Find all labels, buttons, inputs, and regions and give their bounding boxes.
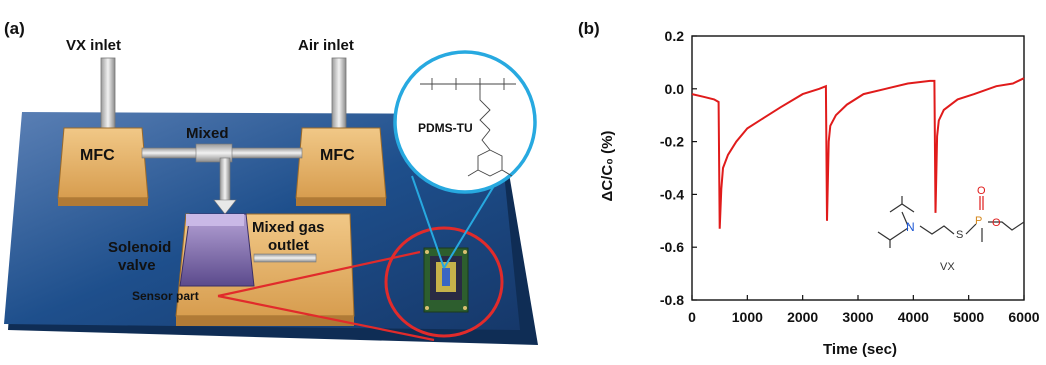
mixed-gas-outlet-label-line1: Mixed gas — [252, 219, 325, 236]
mfc-left-label: MFC — [80, 147, 115, 164]
air-inlet-label: Air inlet — [298, 37, 354, 54]
x-tick-label: 3000 — [842, 309, 873, 325]
y-tick-label: -0.2 — [660, 134, 684, 150]
y-axis-ticks: 0.2 0.0 -0.2 -0.4 -0.6 -0.8 — [660, 28, 697, 308]
mixing-pipe-vertical — [219, 157, 231, 205]
mfc-right-box — [295, 127, 387, 206]
vx-inlet-pipe — [100, 57, 116, 129]
pdms-tu-structure-drawing — [420, 78, 516, 177]
flow-arrow — [213, 199, 237, 215]
solenoid-label-line2: valve — [118, 257, 156, 274]
x-tick-label: 4000 — [898, 309, 929, 325]
y-tick-label: -0.6 — [660, 239, 684, 255]
vx-molecule-structure — [877, 196, 1025, 248]
sensor-chip — [423, 247, 469, 313]
mixed-gas-outlet-label-line2: outlet — [268, 237, 309, 254]
vx-s-atom: S — [956, 229, 963, 241]
sensor-pointer-line-lower — [217, 294, 435, 342]
y-tick-label: -0.4 — [660, 186, 684, 202]
x-axis-title: Time (sec) — [823, 341, 897, 358]
panel-a-schematic: (a) VX inlet Air inlet MFC MFC Mixed Mix… — [4, 19, 538, 345]
x-axis-ticks: 0 1000 2000 3000 4000 5000 6000 — [688, 295, 1040, 325]
zoom-circle — [393, 50, 537, 194]
x-tick-label: 6000 — [1008, 309, 1039, 325]
vx-n-atom: N — [906, 220, 915, 234]
molecule-label: VX — [940, 261, 955, 273]
x-tick-label: 1000 — [732, 309, 763, 325]
mfc-left-box — [57, 127, 149, 206]
solenoid-valve-body — [179, 213, 255, 287]
mixed-label: Mixed — [186, 125, 229, 142]
response-series-line — [691, 77, 1025, 229]
zoom-line-left — [411, 175, 445, 269]
x-tick-label: 2000 — [787, 309, 818, 325]
sensor-pointer-line-upper — [217, 250, 421, 298]
vx-inlet-label: VX inlet — [66, 37, 121, 54]
mixing-tee — [195, 143, 233, 163]
panel-b-chart: (b) 0.2 0.0 -0.2 -0.4 -0.6 -0.8 0 1000 2000 3000… — [560, 0, 1046, 360]
polymer-name-label: PDMS-TU — [418, 121, 473, 135]
plot-frame — [691, 35, 1025, 301]
panel-a-label: (a) — [4, 19, 25, 38]
plot-area-border — [691, 35, 1025, 301]
x-tick-label: 5000 — [953, 309, 984, 325]
zoom-line-right — [443, 175, 501, 269]
vx-p-atom: P — [975, 215, 982, 227]
panel-b-label: (b) — [578, 19, 600, 38]
vx-o-double-atom: O — [977, 185, 986, 197]
air-inlet-pipe — [331, 57, 347, 129]
outlet-pipe — [253, 253, 317, 263]
y-tick-label: -0.8 — [660, 292, 684, 308]
y-tick-label: 0.2 — [665, 28, 685, 44]
mfc-right-label: MFC — [320, 147, 355, 164]
x-tick-label: 0 — [688, 309, 696, 325]
sensor-part-label: Sensor part — [132, 289, 199, 303]
vx-o-ether-atom: O — [992, 217, 1001, 229]
y-tick-label: 0.0 — [665, 81, 685, 97]
y-axis-title: ΔC/C₀ (%) — [599, 131, 616, 202]
solenoid-label-line1: Solenoid — [108, 239, 171, 256]
schematic-svg: (a) VX inlet Air inlet MFC MFC Mixed Mix… — [4, 19, 538, 345]
sensor-highlight-circle — [384, 226, 504, 338]
response-chart: (b) 0.2 0.0 -0.2 -0.4 -0.6 -0.8 0 1000 2000 3000… — [578, 19, 1040, 358]
